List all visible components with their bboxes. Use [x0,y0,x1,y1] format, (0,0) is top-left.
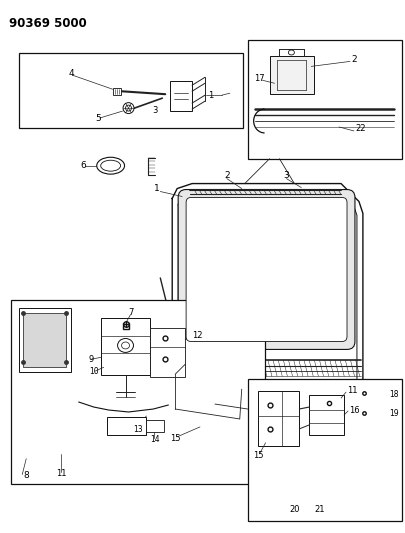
Text: 15: 15 [170,434,180,443]
Ellipse shape [125,105,131,111]
FancyBboxPatch shape [185,197,346,342]
Text: 11: 11 [55,469,66,478]
Ellipse shape [96,157,124,174]
Bar [247,379,401,521]
Text: 21: 21 [313,505,324,514]
Text: 13: 13 [133,425,143,434]
Bar [269,56,313,94]
Bar [257,391,298,446]
Text: 2: 2 [224,171,229,180]
Text: 5: 5 [96,114,101,123]
Text: 17: 17 [253,74,264,83]
Bar [100,318,150,375]
Ellipse shape [121,342,129,349]
Text: 11: 11 [346,386,357,394]
Bar [19,308,71,372]
Bar [358,407,383,419]
Bar [146,420,164,432]
Text: 6: 6 [81,161,86,170]
Text: 1: 1 [207,91,213,100]
Bar [107,417,146,435]
Bar [23,313,66,367]
Ellipse shape [100,160,120,171]
Text: 8: 8 [23,471,29,480]
Bar [19,53,242,128]
Bar [358,387,383,399]
Text: 90369 5000: 90369 5000 [9,17,87,30]
Text: 20: 20 [288,505,299,514]
Bar [309,395,343,435]
Bar [11,300,264,483]
Text: 16: 16 [348,406,359,415]
Bar [150,328,185,377]
Ellipse shape [123,103,134,114]
Text: 10: 10 [89,367,98,376]
Text: 3: 3 [283,171,289,180]
Text: 4: 4 [69,69,75,78]
Bar [247,39,401,159]
Text: 2: 2 [350,55,356,64]
Text: 1: 1 [154,184,160,193]
Text: 12: 12 [192,331,202,340]
Text: 14: 14 [150,435,160,445]
Text: 7: 7 [128,308,134,317]
Text: 19: 19 [388,409,397,418]
Text: 15: 15 [252,451,262,460]
FancyBboxPatch shape [178,190,354,350]
Text: 9: 9 [89,355,94,364]
Text: 18: 18 [388,390,397,399]
Bar [112,88,120,95]
Ellipse shape [288,50,294,55]
Bar [170,81,192,111]
Text: 3: 3 [152,106,157,115]
Ellipse shape [117,338,133,352]
Text: 22: 22 [354,124,365,133]
